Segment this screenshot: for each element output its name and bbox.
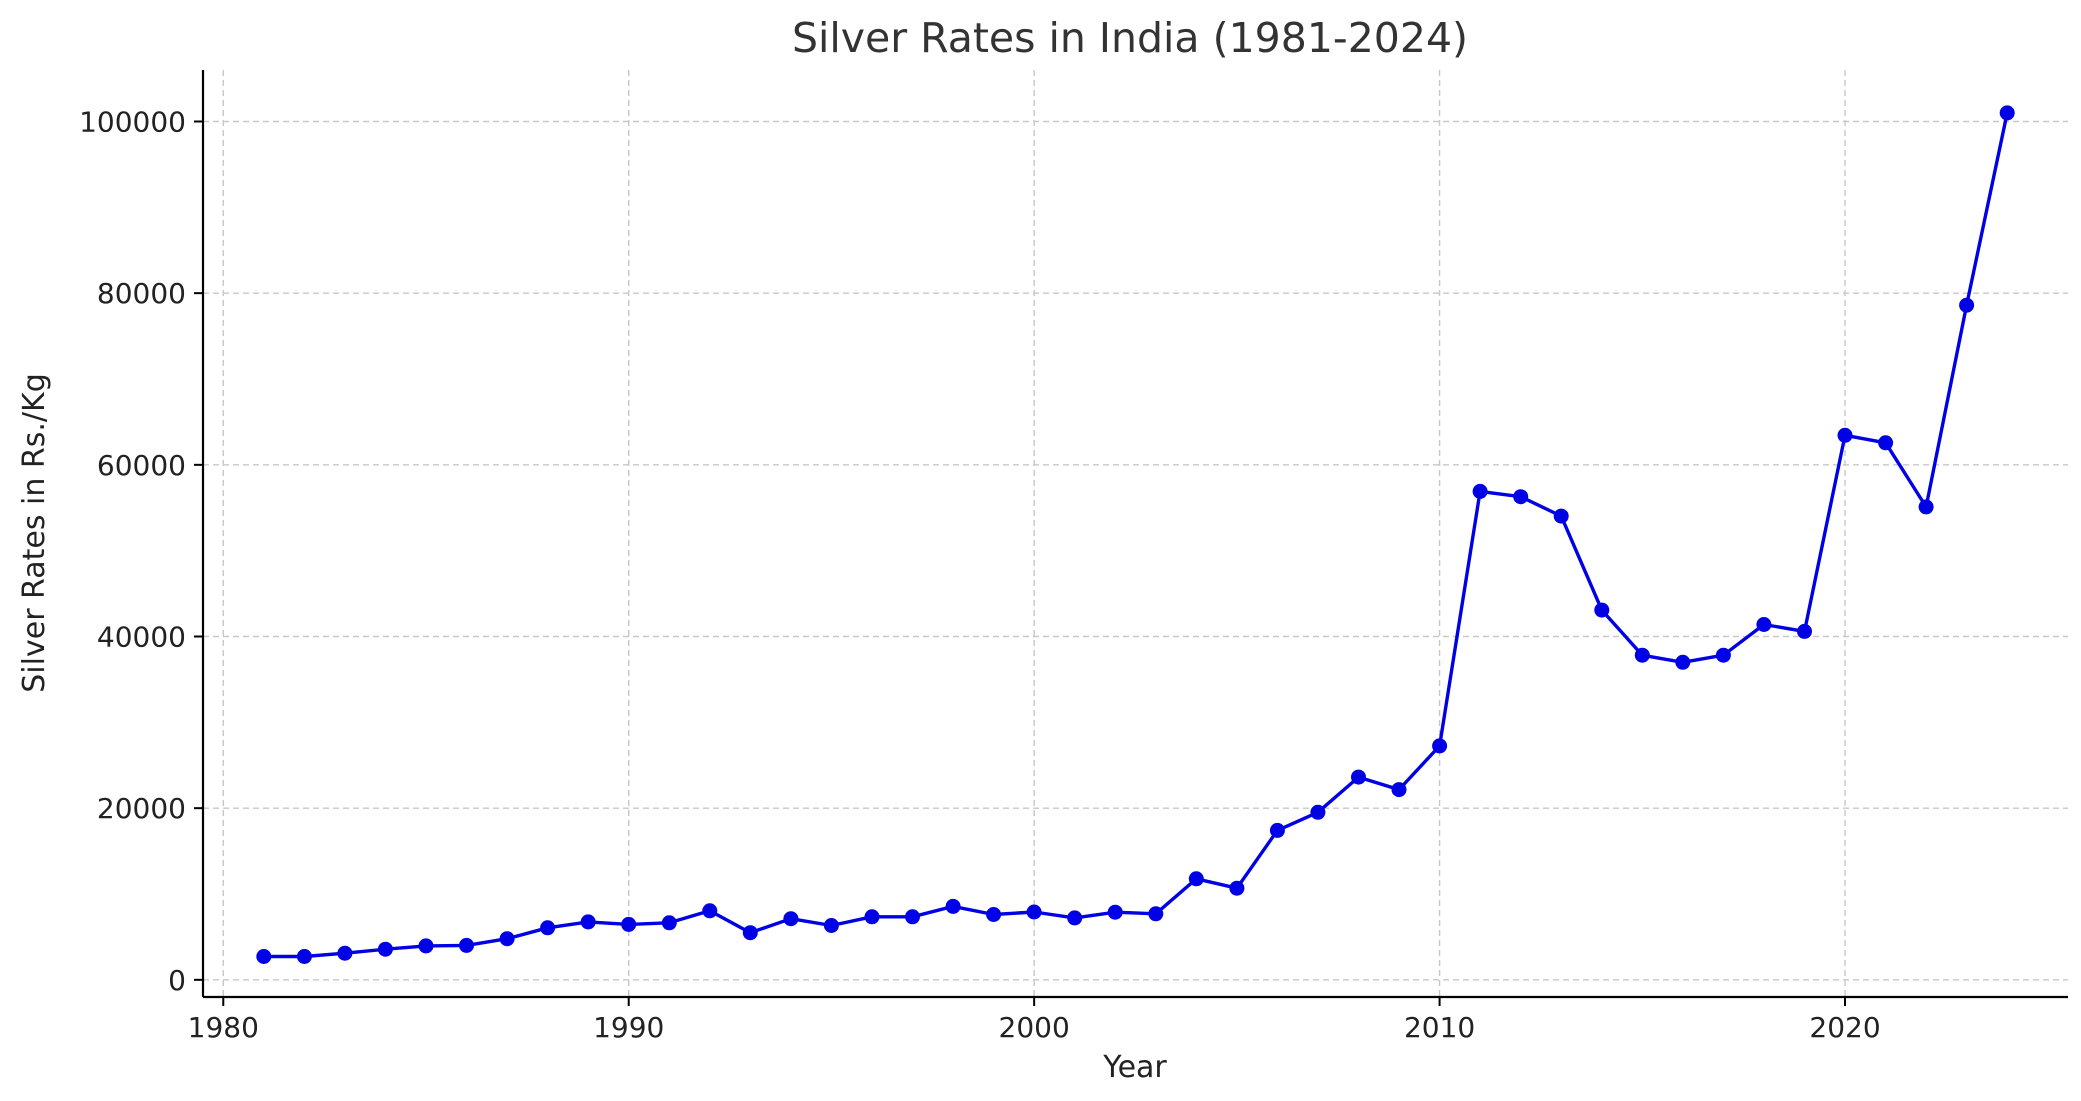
data-point <box>905 909 920 925</box>
x-tick-label: 1980 <box>188 1011 259 1044</box>
data-point <box>1472 483 1488 499</box>
x-tick-label: 2020 <box>1809 1011 1880 1044</box>
data-point <box>1594 602 1610 618</box>
data-point <box>418 938 434 954</box>
data-point <box>377 941 393 957</box>
data-point <box>1878 435 1894 451</box>
data-point <box>1148 906 1164 922</box>
x-axis-ticks: 1980 1990 2000 2010 2020 <box>188 997 1881 1044</box>
y-axis-label: Silver Rates in Rs./Kg <box>17 373 52 692</box>
y-tick-label: 20000 <box>97 792 186 825</box>
x-axis-label: Year <box>1102 1050 1167 1085</box>
data-point <box>1269 822 1285 838</box>
data-point <box>459 937 474 953</box>
data-point <box>1553 508 1569 524</box>
y-tick-label: 40000 <box>97 621 186 654</box>
data-point <box>1675 654 1691 670</box>
data-point <box>296 949 312 964</box>
data-point <box>1026 904 1042 920</box>
data-point <box>1188 871 1204 887</box>
x-tick-label: 2000 <box>999 1011 1070 1044</box>
y-tick-label: 100000 <box>79 106 186 139</box>
data-point <box>783 911 799 927</box>
axes <box>201 70 2068 999</box>
data-point <box>1229 880 1245 896</box>
data-point <box>1107 904 1123 920</box>
data-point <box>864 909 880 925</box>
data-point <box>1918 499 1934 515</box>
data-point <box>1756 617 1772 632</box>
data-point <box>621 916 637 932</box>
data-point <box>1513 489 1529 505</box>
data-point <box>1310 804 1326 820</box>
data-point <box>1959 297 1975 313</box>
data-point <box>580 914 596 930</box>
data-point <box>661 915 677 931</box>
data-point <box>337 945 353 961</box>
y-tick-label: 0 <box>168 964 186 997</box>
y-axis-ticks: 0 20000 40000 60000 80000 100000 <box>79 106 203 997</box>
data-point <box>1999 105 2015 121</box>
series <box>263 112 2009 959</box>
data-point <box>1634 647 1650 663</box>
series-markers <box>256 105 2015 964</box>
data-point <box>1067 910 1083 926</box>
data-point <box>1797 623 1812 639</box>
data-point <box>1715 647 1731 663</box>
series-line <box>263 112 2009 959</box>
x-tick-label: 2010 <box>1404 1011 1475 1044</box>
data-point <box>945 898 961 914</box>
y-tick-label: 80000 <box>97 277 186 310</box>
data-point <box>499 931 515 947</box>
data-point <box>540 920 556 936</box>
data-point <box>1432 738 1448 754</box>
data-point <box>702 903 718 919</box>
data-point <box>986 907 1002 922</box>
data-point <box>1837 427 1853 443</box>
grid <box>203 70 2068 997</box>
data-point <box>823 918 839 933</box>
data-point <box>1391 782 1407 798</box>
data-point <box>742 925 758 941</box>
data-point <box>256 949 272 964</box>
y-tick-label: 60000 <box>97 449 186 482</box>
chart-title: Silver Rates in India (1981-2024) <box>792 14 1468 62</box>
data-point <box>1351 769 1366 785</box>
x-tick-label: 1990 <box>593 1011 664 1044</box>
